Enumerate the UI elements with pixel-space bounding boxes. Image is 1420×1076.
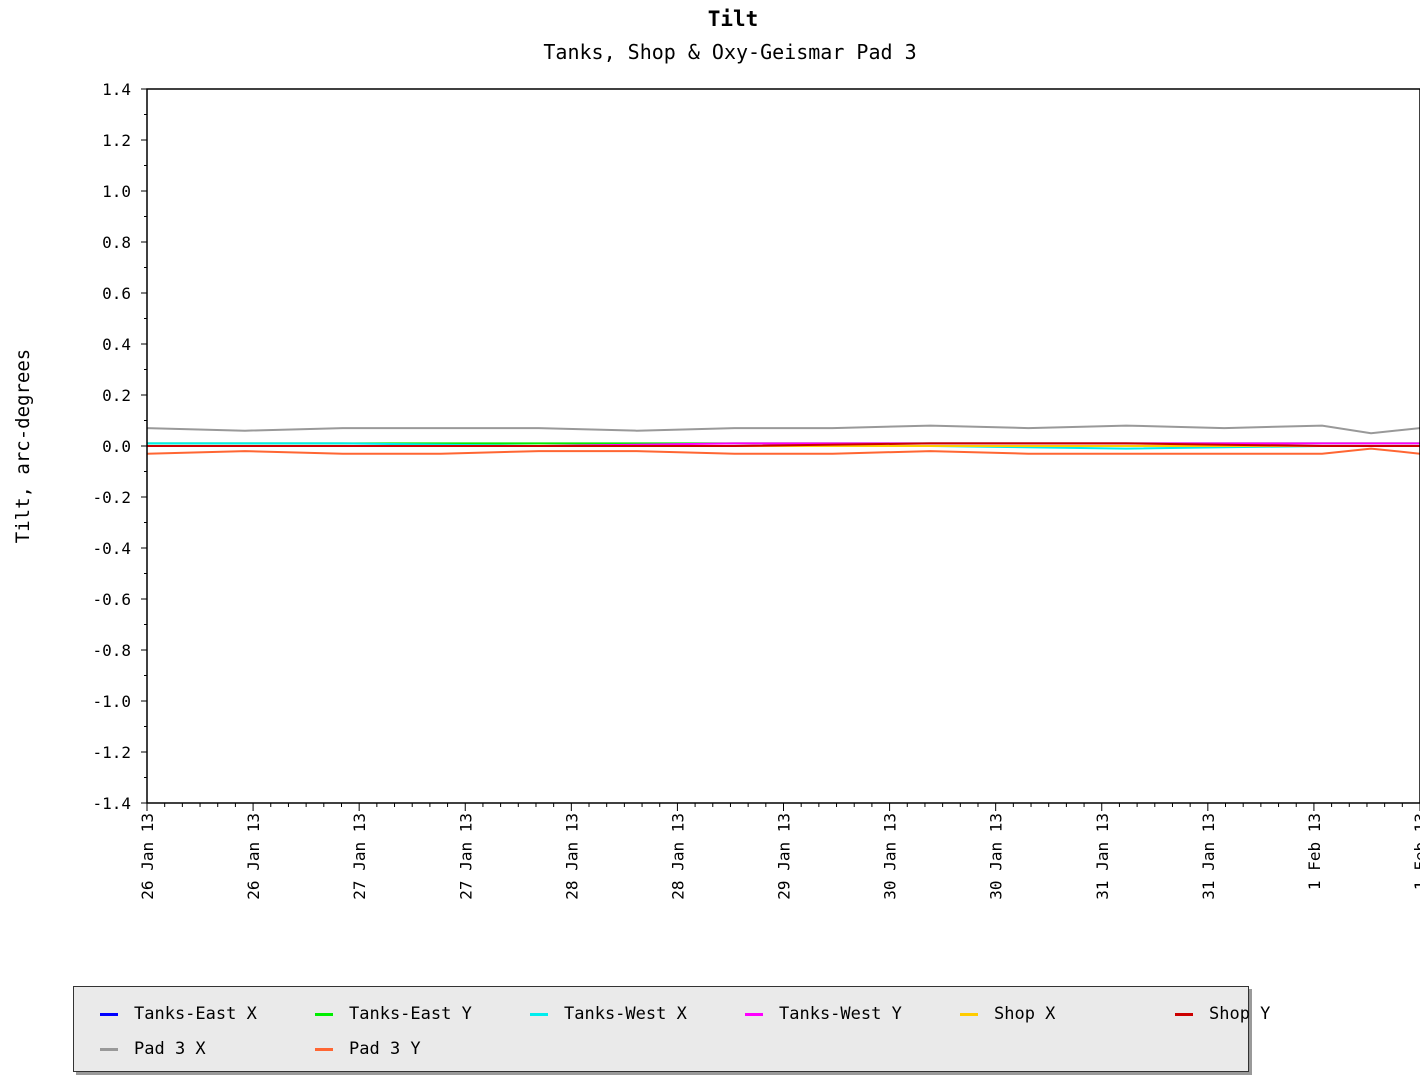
legend-swatch (530, 1012, 548, 1016)
series-line-7 (146, 447, 1420, 455)
x-tick-label: 30 Jan 13 (881, 813, 900, 900)
y-tick-label: -0.2 (92, 488, 131, 507)
legend-label: Shop Y (1209, 1004, 1271, 1024)
series-line-6 (146, 424, 1420, 435)
y-tick-label: 1.2 (102, 131, 131, 150)
legend-label: Tanks-East Y (349, 1004, 472, 1024)
legend-item-4: Shop X (960, 1001, 1175, 1027)
series-layer (146, 424, 1420, 455)
legend-label: Pad 3 Y (349, 1039, 421, 1059)
legend-item-0: Tanks-East X (100, 1001, 315, 1027)
y-tick-label: -1.2 (92, 743, 131, 762)
y-tick-label: 0.8 (102, 233, 131, 252)
y-tick-label: 1.4 (102, 80, 131, 99)
legend-label: Tanks-East X (134, 1004, 257, 1024)
y-tick-label: 1.0 (102, 182, 131, 201)
x-tick-label: 26 Jan 13 (138, 813, 157, 900)
legend-item-6: Pad 3 X (100, 1036, 315, 1062)
x-tick-label: 1 Feb 13 (1305, 813, 1324, 890)
legend-label: Shop X (994, 1004, 1056, 1024)
x-tick-label: 1 Feb 13 (1411, 813, 1420, 890)
y-tick-label: 0.6 (102, 284, 131, 303)
y-tick-label: -0.4 (92, 539, 131, 558)
x-tick-label: 29 Jan 13 (775, 813, 794, 900)
y-axis-label: Tilt, arc-degrees (12, 349, 34, 543)
legend-label: Tanks-West Y (779, 1004, 902, 1024)
y-tick-label: -0.6 (92, 590, 131, 609)
legend-label: Tanks-West X (564, 1004, 687, 1024)
legend-swatch (960, 1012, 978, 1016)
legend-swatch (100, 1012, 118, 1016)
legend-swatch (315, 1047, 333, 1051)
legend-item-5: Shop Y (1175, 1001, 1390, 1027)
x-tick-label: 27 Jan 13 (350, 813, 369, 900)
legend-item-7: Pad 3 Y (315, 1036, 530, 1062)
legend-swatch (315, 1012, 333, 1016)
legend-item-2: Tanks-West X (530, 1001, 745, 1027)
legend-swatch (1175, 1012, 1193, 1016)
x-tick-label: 28 Jan 13 (668, 813, 687, 900)
x-tick-label: 27 Jan 13 (456, 813, 475, 900)
legend-label: Pad 3 X (134, 1039, 206, 1059)
x-tick-label: 26 Jan 13 (244, 813, 263, 900)
x-tick-label: 31 Jan 13 (1093, 813, 1112, 900)
legend-swatch (100, 1047, 118, 1051)
y-tick-label: 0.2 (102, 386, 131, 405)
series-line-5 (147, 442, 1420, 447)
axis-layer: 1.4 1.2 1.0 0.8 0.6 0.4 0.2 0.0 -0.2 -0.4 -0.6 -0.8… (92, 80, 1420, 900)
legend-item-1: Tanks-East Y (315, 1001, 530, 1027)
chart-subtitle: Tanks, Shop & Oxy-Geismar Pad 3 (543, 40, 916, 64)
y-tick-label: -1.0 (92, 692, 131, 711)
legend-item-3: Tanks-West Y (745, 1001, 960, 1027)
x-tick-label: 28 Jan 13 (562, 813, 581, 900)
y-tick-label: -1.4 (92, 794, 131, 813)
y-tick-label: 0.0 (102, 437, 131, 456)
x-tick-label: 30 Jan 13 (987, 813, 1006, 900)
legend: Tanks-East X Tanks-East Y Tanks-West X Tank… (73, 986, 1270, 1072)
legend-grid: Tanks-East X Tanks-East Y Tanks-West X Tank… (100, 1001, 1390, 1071)
y-tick-label: 0.4 (102, 335, 131, 354)
y-tick-label: -0.8 (92, 641, 131, 660)
x-tick-label: 31 Jan 13 (1199, 813, 1218, 900)
chart-title: Tilt (708, 7, 759, 31)
legend-swatch (745, 1012, 763, 1016)
